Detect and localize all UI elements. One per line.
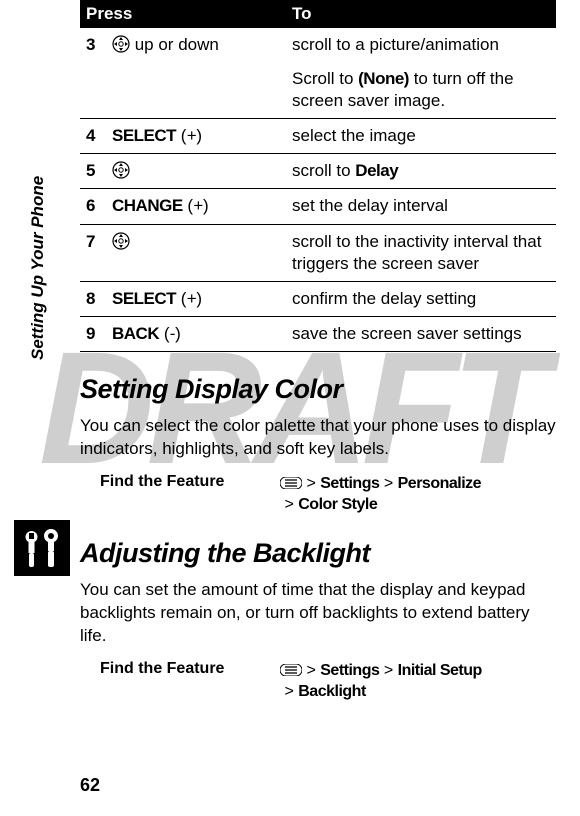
section-heading: Setting Display Color (80, 374, 556, 405)
section-heading: Adjusting the Backlight (80, 538, 556, 569)
feature-path: > Settings > Initial Setup > Backlight (280, 660, 556, 703)
table-row: 6 CHANGE (+) set the delay interval (80, 189, 556, 224)
feature-row: Find the Feature > Settings > Personaliz… (80, 473, 556, 516)
body-text: You can set the amount of time that the … (80, 579, 556, 648)
nav-icon (112, 232, 130, 250)
feature-row: Find the Feature > Settings > Initial Se… (80, 660, 556, 703)
table-row: 4 SELECT (+) select the image (80, 119, 556, 154)
tools-icon (14, 520, 70, 576)
steps-table: Press To 3 up or down scroll to a pictur… (80, 0, 556, 352)
table-header-row: Press To (80, 0, 556, 28)
step-number: 3 (80, 28, 106, 62)
sidebar-section-label: Setting Up Your Phone (28, 176, 48, 360)
page: Setting Up Your Phone Press To 3 up or (0, 0, 580, 816)
table-row: 5 scroll to Delay (80, 154, 556, 189)
header-press: Press (80, 0, 286, 28)
table-row: Scroll to (None) to turn off the screen … (80, 62, 556, 119)
table-row: 7 scroll to the inactivity interval that… (80, 224, 556, 281)
table-row: 9 BACK (-) save the screen saver setting… (80, 316, 556, 351)
page-number: 62 (80, 775, 100, 796)
to-cell: Scroll to (None) to turn off the screen … (286, 62, 556, 119)
table-row: 8 SELECT (+) confirm the delay setting (80, 281, 556, 316)
body-text: You can select the color palette that yo… (80, 415, 556, 461)
feature-path: > Settings > Personalize > Color Style (280, 473, 556, 516)
to-cell: scroll to a picture/animation (286, 28, 556, 62)
header-to: To (286, 0, 556, 28)
feature-label: Find the Feature (80, 473, 280, 516)
press-cell: up or down (106, 28, 286, 62)
nav-icon (112, 161, 130, 179)
menu-icon (280, 477, 302, 489)
menu-icon (280, 664, 302, 676)
feature-label: Find the Feature (80, 660, 280, 703)
table-row: 3 up or down scroll to a picture/animati… (80, 28, 556, 62)
nav-icon (112, 35, 130, 53)
